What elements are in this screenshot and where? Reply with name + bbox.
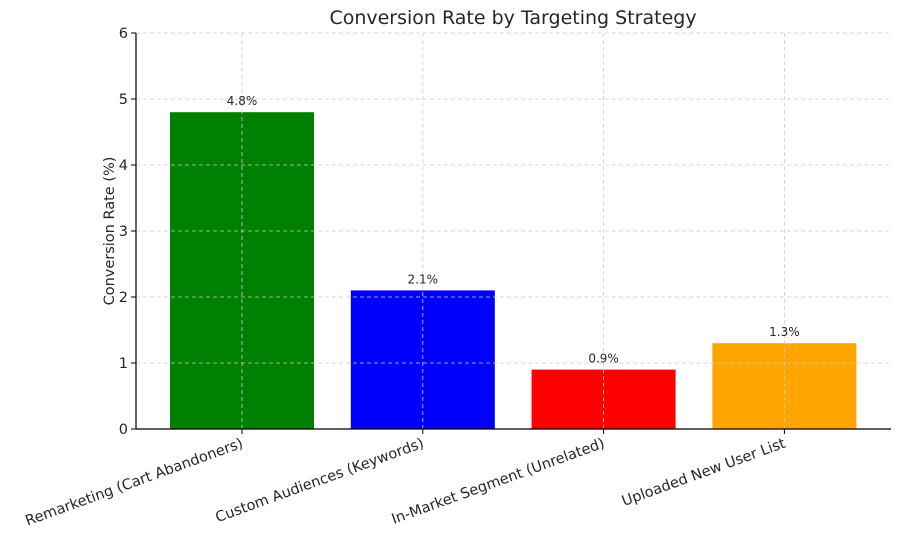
bar-layer	[170, 112, 857, 429]
y-tick-label: 5	[119, 92, 128, 108]
bar-value-label: 4.8%	[227, 94, 258, 108]
bar-value-label: 0.9%	[588, 352, 619, 366]
y-tick-label: 1	[119, 356, 128, 372]
x-tick-label: Remarketing (Cart Abandoners)	[23, 436, 245, 530]
y-tick-label: 4	[119, 158, 128, 174]
bar-2	[350, 290, 495, 429]
x-tick-label: Uploaded New User List	[620, 436, 788, 510]
bar-value-label: 2.1%	[408, 272, 439, 286]
bar-value-label: 1.3%	[769, 325, 800, 339]
grid-layer	[136, 32, 891, 429]
axis-layer	[131, 32, 891, 434]
y-axis-label: Conversion Rate (%)	[102, 157, 118, 306]
y-tick-label: 3	[119, 224, 128, 240]
y-tick-label: 0	[119, 422, 128, 438]
y-tick-label: 6	[119, 26, 128, 42]
chart-title: Conversion Rate by Targeting Strategy	[329, 7, 696, 29]
y-tick-label: 2	[119, 290, 128, 306]
